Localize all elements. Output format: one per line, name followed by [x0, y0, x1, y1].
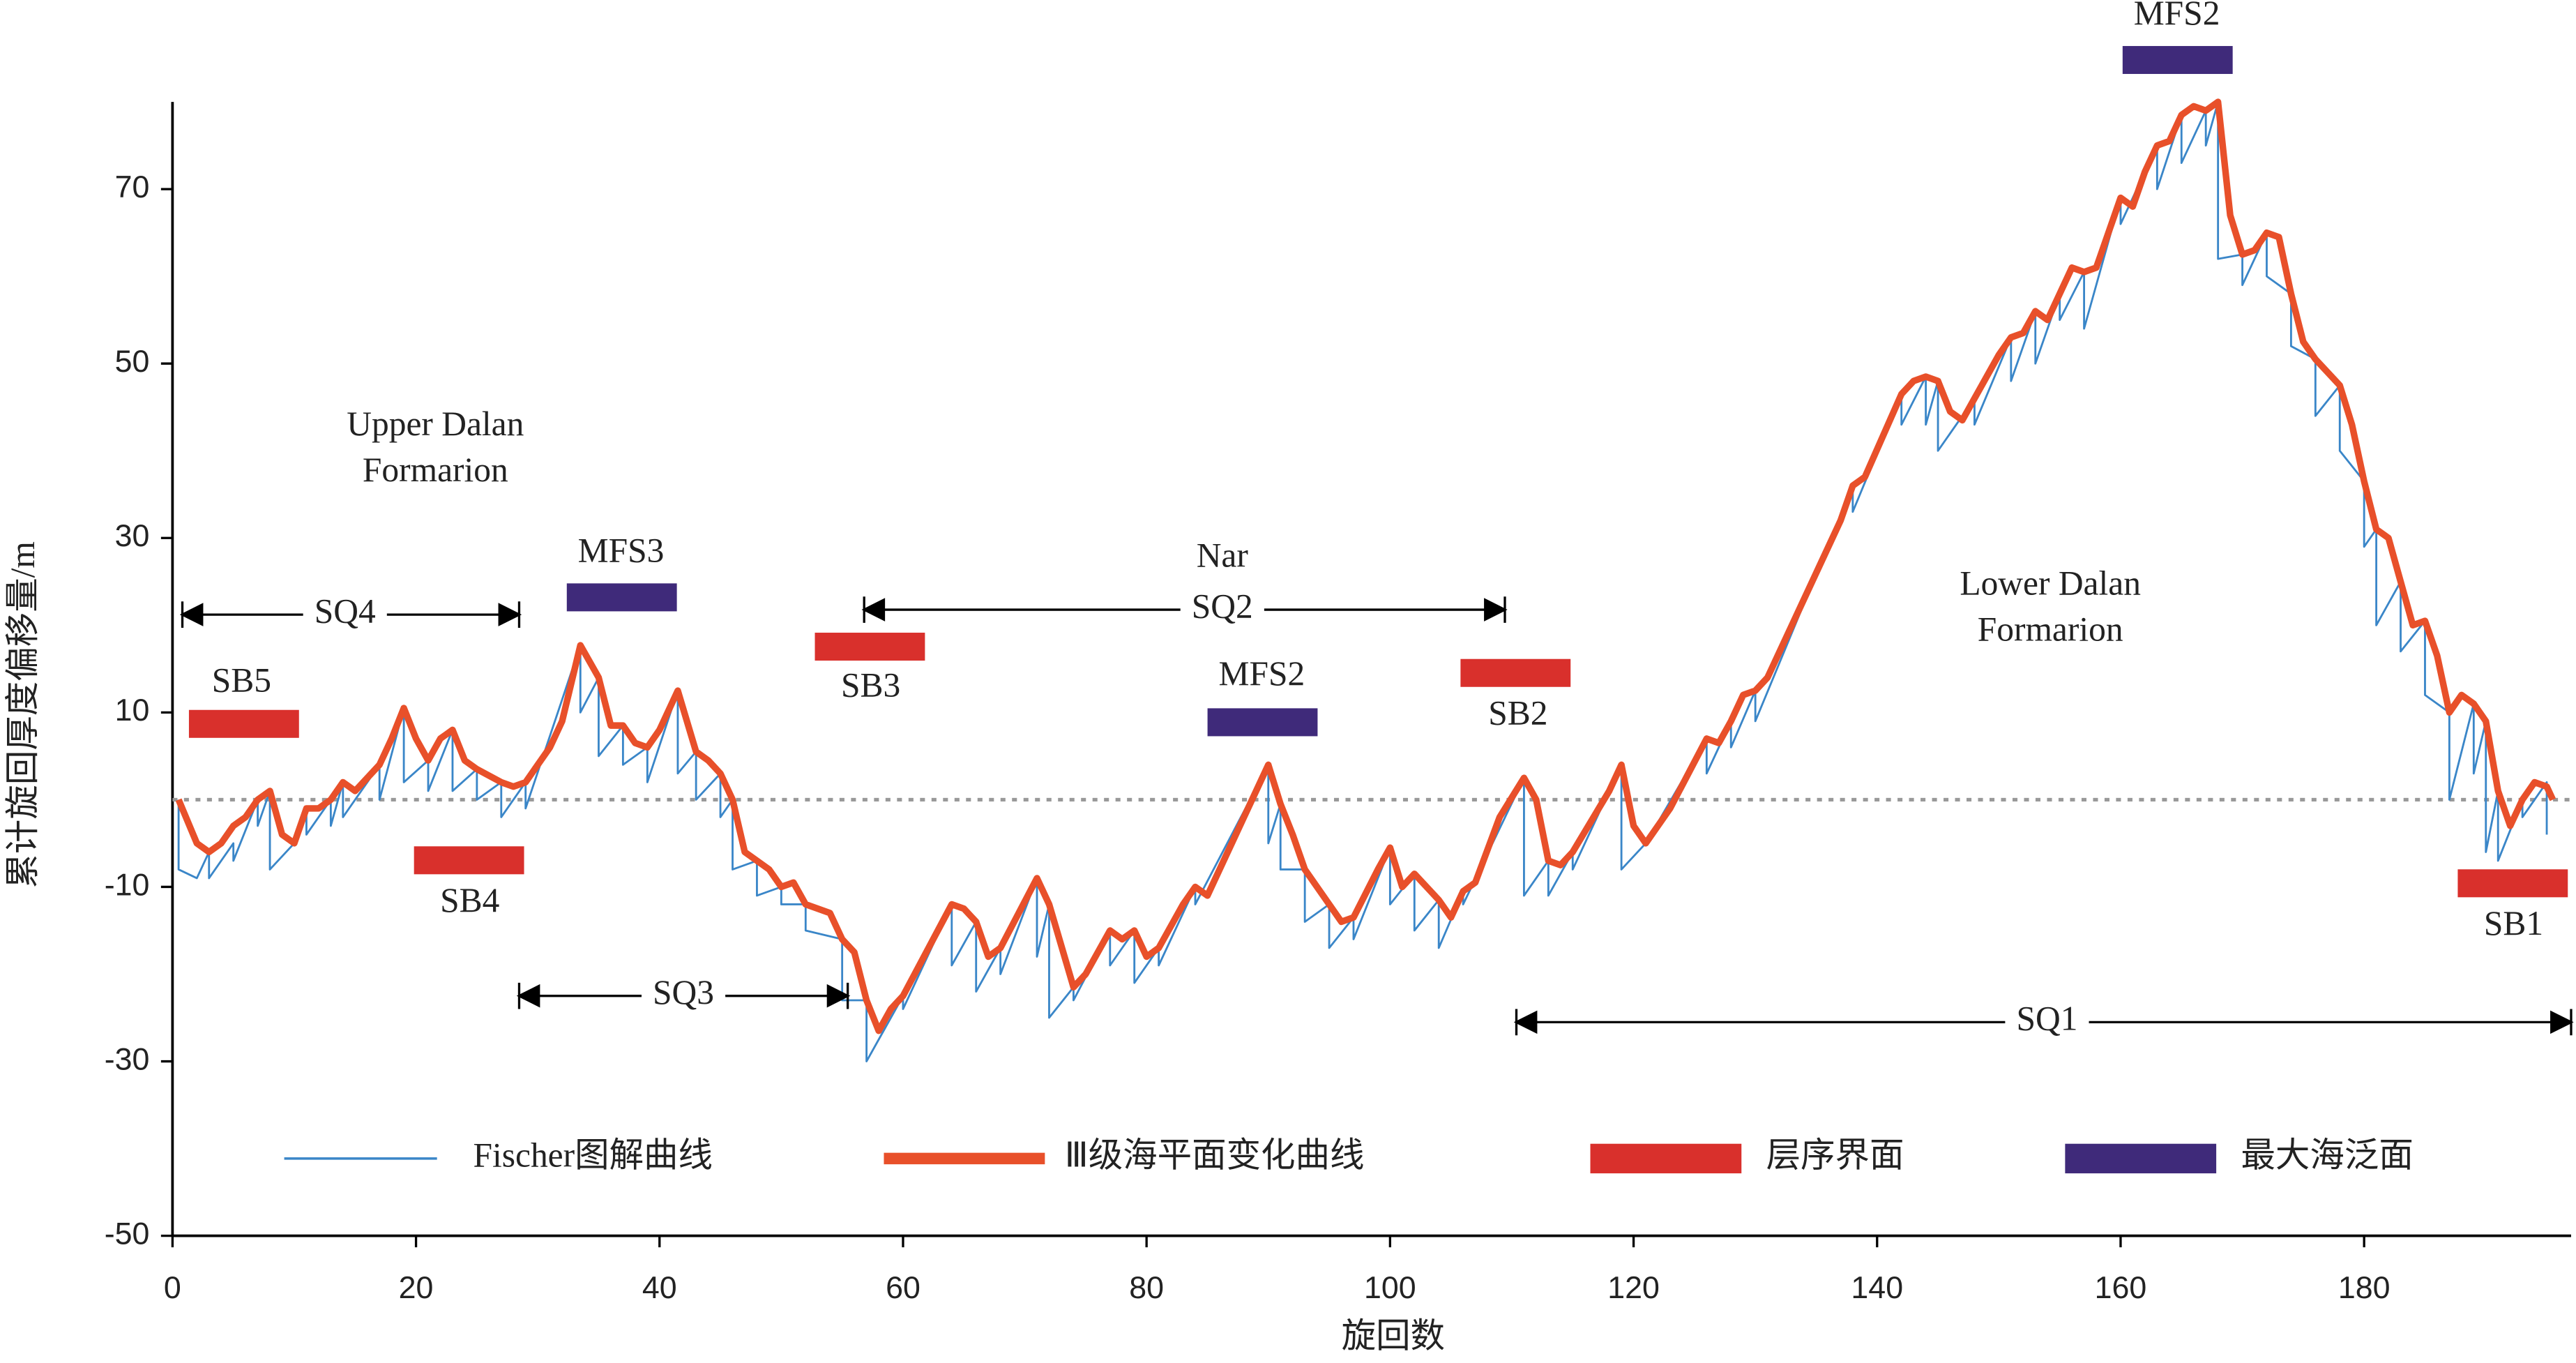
y-tick-label: -10 [105, 867, 150, 902]
flooding-label: MFS2 [1218, 654, 1305, 693]
series-line [175, 98, 2556, 1034]
y-tick-label: -50 [105, 1216, 150, 1251]
y-tick-label: -30 [105, 1041, 150, 1076]
x-tick-label: 180 [2338, 1270, 2391, 1305]
x-tick-label: 100 [1364, 1270, 1416, 1305]
boundary-bar [188, 709, 299, 738]
y-tick-label: 30 [115, 518, 150, 553]
arrow-head [1513, 1009, 2574, 1036]
x-tick-label: 20 [399, 1270, 434, 1305]
x-tick-label: 40 [642, 1270, 677, 1305]
flooding-label: MFS3 [578, 531, 665, 569]
formation-label: Formarion [363, 451, 508, 489]
x-tick-label: 80 [1129, 1270, 1164, 1305]
sequence-label: SQ4 [315, 592, 376, 630]
legend-label: Ⅲ级海平面变化曲线 [1065, 1136, 1365, 1174]
formation-label: Nar [1197, 536, 1249, 574]
x-axis-label: 旋回数 [1342, 1316, 1445, 1355]
series-line [177, 100, 2548, 1062]
legend-label: Fischer图解曲线 [473, 1136, 713, 1174]
x-tick-label: 0 [164, 1270, 181, 1305]
arrow-head [516, 982, 851, 1009]
boundary-label: SB1 [2484, 904, 2543, 942]
legend-swatch [1590, 1143, 1742, 1174]
legend-swatch [2065, 1143, 2217, 1174]
sequence-label: SQ2 [1192, 587, 1253, 625]
boundary-bar [815, 633, 925, 661]
flooding-bar [566, 583, 677, 612]
y-tick-label: 10 [115, 693, 150, 728]
formation-label: Formarion [1978, 610, 2123, 648]
formation-label: Upper Dalan [347, 405, 524, 443]
label-bg [303, 598, 387, 631]
formation-label: Lower Dalan [1960, 564, 2141, 602]
arrow-head [861, 596, 1508, 623]
arrow-head [179, 601, 522, 628]
plot: 旋回数 累计旋回厚度偏移量/m -50 -30 -10 10 30 50 70 0 20 40 60… [3, 0, 2574, 1355]
y-tick-label: 50 [115, 344, 150, 379]
label-bg [1180, 593, 1264, 626]
y-tick-label: 70 [115, 170, 150, 204]
boundary-label: SB2 [1488, 694, 1547, 732]
flooding-bar [1207, 708, 1318, 737]
boundary-label: SB4 [440, 881, 499, 919]
boundary-label: SB5 [212, 661, 271, 699]
boundary-bar [1460, 658, 1571, 687]
flooding-label: MFS2 [2134, 0, 2220, 32]
x-tick-label: 60 [886, 1270, 920, 1305]
x-tick-label: 120 [1607, 1270, 1660, 1305]
sequence-label: SQ1 [2016, 1000, 2077, 1038]
legend-label: 最大海泛面 [2241, 1136, 2413, 1174]
x-tick-label: 160 [2095, 1270, 2147, 1305]
boundary-bar [414, 846, 524, 875]
label-bg [641, 979, 726, 1013]
sequence-label: SQ3 [653, 973, 714, 1011]
boundary-bar [2457, 869, 2568, 898]
x-tick-label: 140 [1851, 1270, 1903, 1305]
legend-label: 层序界面 [1766, 1136, 1904, 1174]
flooding-bar [2122, 45, 2233, 75]
boundary-label: SB3 [841, 665, 900, 704]
y-axis-label: 累计旋回厚度偏移量/m [3, 541, 42, 888]
label-bg [2005, 1005, 2089, 1039]
